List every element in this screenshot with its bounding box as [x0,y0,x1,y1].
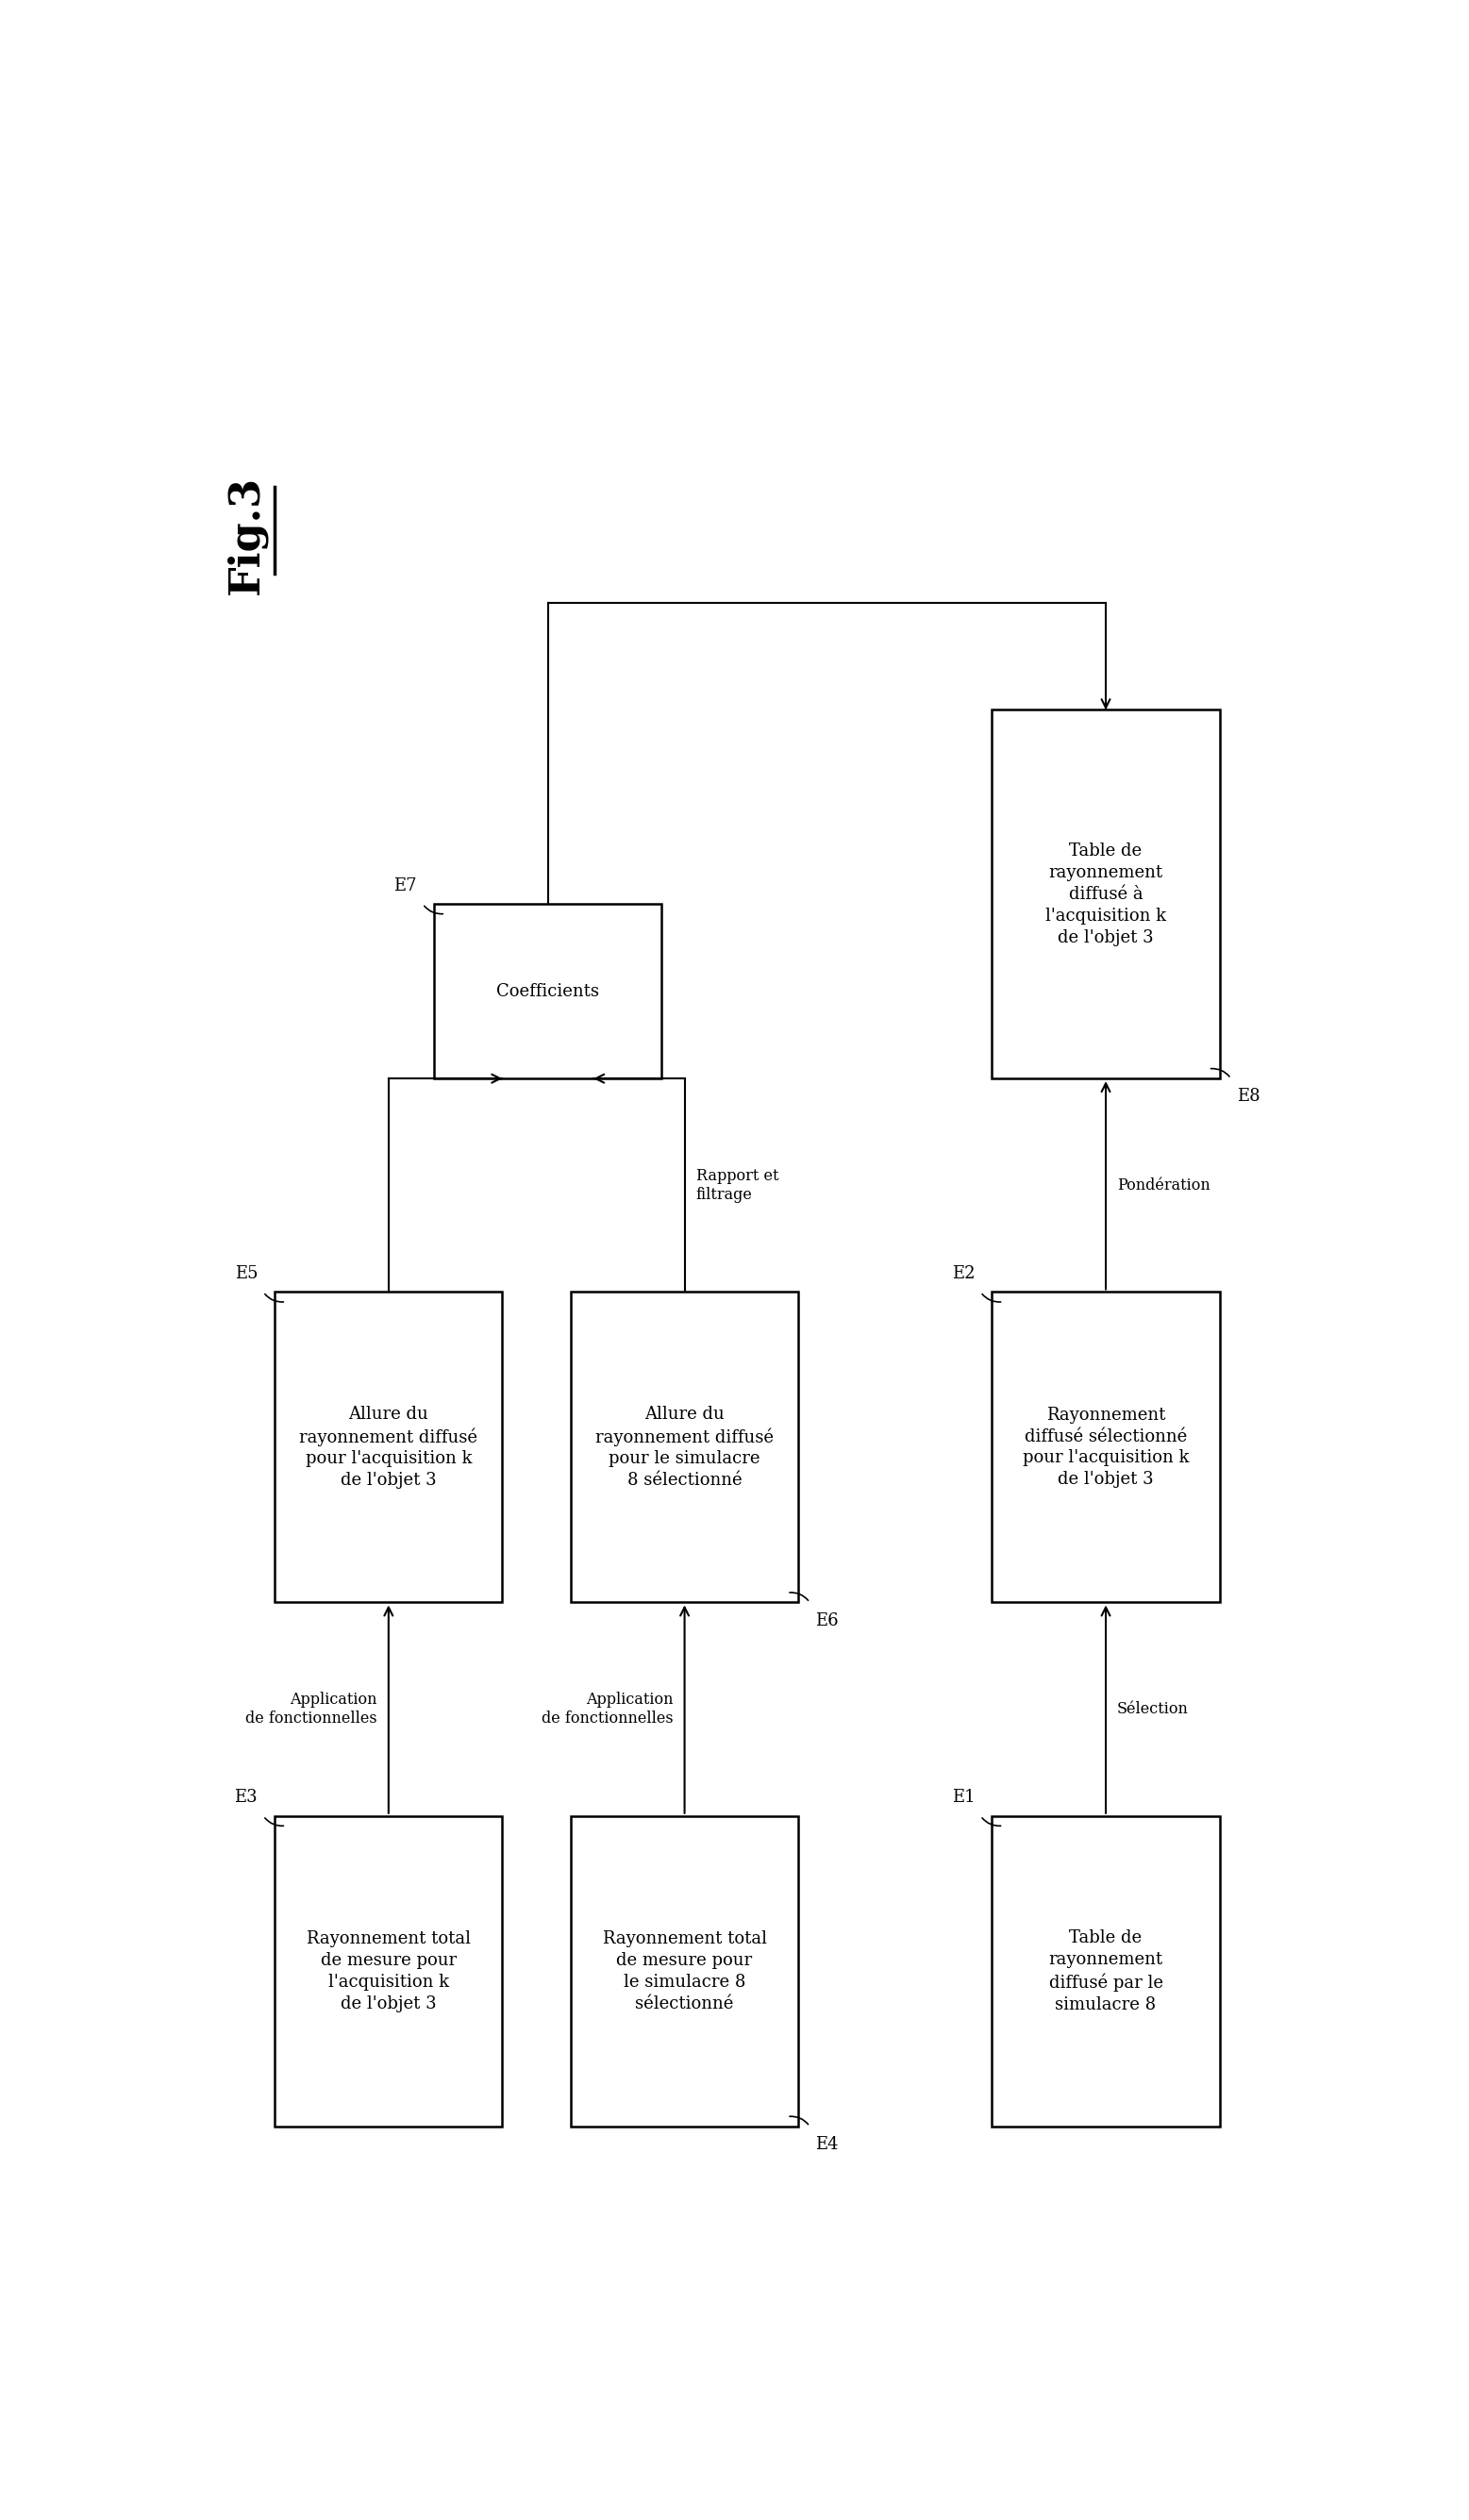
Text: E7: E7 [394,877,417,895]
Text: Allure du
rayonnement diffusé
pour l'acquisition k
de l'objet 3: Allure du rayonnement diffusé pour l'acq… [300,1406,477,1489]
Text: Rayonnement total
de mesure pour
le simulacre 8
sélectionné: Rayonnement total de mesure pour le simu… [602,1930,767,2011]
Text: Fig.3: Fig.3 [226,476,267,595]
Text: Table de
rayonnement
diffusé à
l'acquisition k
de l'objet 3: Table de rayonnement diffusé à l'acquisi… [1046,842,1166,945]
Text: Pondération: Pondération [1116,1177,1210,1194]
Text: E5: E5 [235,1265,257,1283]
Bar [992,711,1219,1079]
Bar [570,1293,799,1603]
Text: Application
de fonctionnelles: Application de fonctionnelles [245,1691,378,1726]
Text: E8: E8 [1237,1089,1260,1106]
Text: E6: E6 [815,1613,839,1628]
Text: Table de
rayonnement
diffusé par le
simulacre 8: Table de rayonnement diffusé par le simu… [1049,1930,1163,2013]
Text: Allure du
rayonnement diffusé
pour le simulacre
8 sélectionné: Allure du rayonnement diffusé pour le si… [595,1406,774,1489]
Text: Rayonnement total
de mesure pour
l'acquisition k
de l'objet 3: Rayonnement total de mesure pour l'acqui… [307,1930,470,2011]
Text: E2: E2 [952,1265,975,1283]
Text: Application
de fonctionnelles: Application de fonctionnelles [542,1691,673,1726]
Text: Rayonnement
diffusé sélectionné
pour l'acquisition k
de l'objet 3: Rayonnement diffusé sélectionné pour l'a… [1022,1406,1188,1489]
Bar [570,1817,799,2127]
Bar [992,1817,1219,2127]
Text: Rapport et
filtrage: Rapport et filtrage [696,1167,779,1202]
Bar [275,1817,502,2127]
Bar [435,905,661,1079]
Text: E1: E1 [952,1789,975,1807]
Text: Coefficients: Coefficients [497,983,599,1000]
Text: E4: E4 [815,2137,839,2152]
Text: Sélection: Sélection [1116,1701,1188,1716]
Text: E3: E3 [235,1789,257,1807]
Bar [275,1293,502,1603]
Bar [992,1293,1219,1603]
